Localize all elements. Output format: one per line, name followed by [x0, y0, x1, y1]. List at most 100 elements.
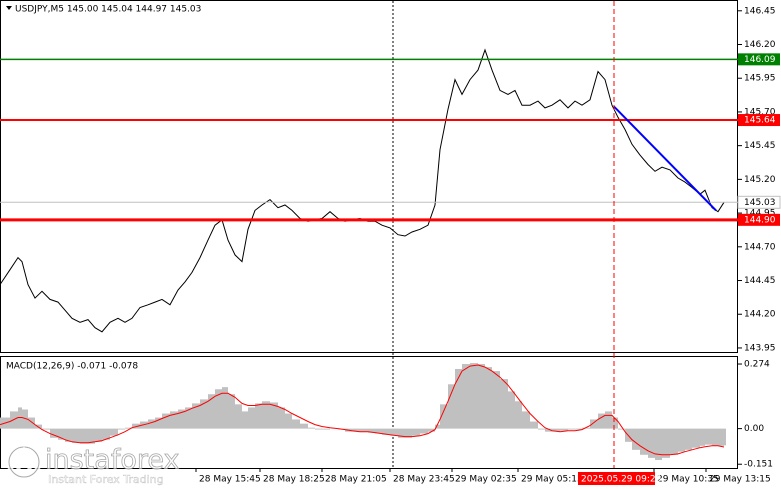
histogram-bar: [470, 363, 478, 429]
level-label-box: [738, 114, 780, 127]
y-tick-label: 144.95: [744, 209, 776, 219]
x-tick-label: 28 May 21:05: [325, 475, 387, 485]
bid-label-box: [737, 195, 781, 209]
y-tick-label: 143.95: [744, 343, 776, 353]
histogram-bar: [248, 407, 255, 429]
histogram-bar: [315, 428, 322, 430]
histogram-bar: [705, 428, 712, 445]
histogram-bar: [552, 428, 560, 432]
histogram-bar: [448, 384, 455, 429]
histogram-bar: [412, 428, 420, 436]
histogram-bar: [390, 428, 398, 436]
y-tick-label: 144.20: [744, 310, 776, 320]
histogram-bar: [678, 428, 685, 452]
y-tick-label: 145.95: [744, 74, 776, 84]
histogram-bar: [575, 428, 582, 430]
watermark-brand: instaforex: [45, 445, 179, 476]
y-tick-label: 145.20: [744, 175, 776, 185]
histogram-bar: [110, 428, 118, 436]
histogram-bar: [28, 417, 35, 429]
histogram-bar: [640, 428, 648, 455]
crosshair-label: 2025.05.29 09:25: [581, 475, 661, 485]
histogram-bar: [208, 394, 215, 429]
histogram-bar: [492, 371, 500, 429]
histogram-bar: [428, 428, 435, 432]
histogram-bar: [618, 428, 625, 430]
histogram-bar: [662, 428, 670, 458]
histogram-bar: [42, 428, 50, 430]
histogram-bar: [242, 411, 248, 429]
histogram-bar: [185, 407, 192, 429]
signal-line: [0, 364, 725, 456]
logo-mark: [16, 445, 32, 471]
histogram-bar: [420, 428, 428, 434]
histogram-bar: [382, 428, 390, 435]
y-tick-label: 145.70: [744, 107, 776, 117]
histogram-bar: [285, 413, 292, 429]
y-tick-label: 145.45: [744, 141, 776, 151]
histogram-bar: [655, 428, 662, 460]
histogram-bar: [80, 428, 88, 444]
y-tick-label: 146.20: [744, 40, 776, 50]
y-tick-label: 0.00: [744, 424, 764, 434]
histogram-bar: [545, 428, 552, 432]
histogram-bar: [215, 389, 222, 429]
histogram-bar: [605, 411, 612, 429]
histogram-bar: [598, 413, 605, 429]
histogram-bar: [405, 428, 412, 438]
histogram-bar: [375, 428, 382, 434]
bid-label: 145.03: [744, 198, 776, 208]
histogram-bar: [118, 428, 125, 430]
histogram-bar: [478, 364, 485, 429]
x-tick-label: 29 May 13:15: [709, 475, 771, 485]
histogram-bar: [718, 428, 724, 446]
histogram-bar: [322, 428, 330, 430]
y-tick-label: 144.45: [744, 276, 776, 286]
histogram-bar: [462, 364, 470, 429]
x-tick-label: 28 May 18:25: [263, 475, 325, 485]
chart-title: USDJPY,M5 145.00 145.04 144.97 145.03: [15, 5, 201, 15]
x-tick-label: 29 May 02:35: [455, 475, 517, 485]
histogram-bar: [292, 419, 300, 429]
histogram-bar: [270, 402, 278, 429]
price-panel: [0, 0, 738, 353]
histogram-bar: [95, 428, 102, 442]
histogram-bar: [228, 394, 235, 429]
menu-triangle: [6, 6, 12, 10]
histogram-bar: [538, 428, 545, 430]
level-label: 144.90: [744, 215, 776, 225]
histogram-bar: [278, 407, 285, 429]
y-tick-label: 146.45: [744, 6, 776, 16]
histogram-bar: [700, 428, 705, 446]
histogram-bar: [560, 428, 568, 431]
macd-title: MACD(12,26,9) -0.071 -0.078: [6, 362, 138, 372]
histogram-bar: [18, 407, 22, 429]
histogram-bar: [692, 428, 700, 448]
histogram-bar: [515, 401, 522, 429]
histogram-bar: [712, 428, 718, 446]
histogram-bar: [255, 403, 262, 429]
level-label-box: [738, 213, 780, 226]
histogram-bar: [568, 428, 575, 430]
histogram-bar: [352, 428, 360, 432]
histogram-bar: [22, 409, 28, 429]
histogram-bar: [435, 424, 440, 429]
x-tick-label: 29 May 05:15: [521, 475, 583, 485]
macd-panel: [0, 356, 738, 469]
histogram-bar: [50, 428, 58, 438]
histogram-bar: [308, 427, 315, 429]
trendline: [613, 105, 717, 212]
histogram-bar: [72, 428, 80, 443]
watermark: instaforex Instant Forex Trading: [6, 444, 180, 486]
y-tick-label: 144.70: [744, 242, 776, 252]
histogram-bar: [235, 404, 242, 429]
x-tick-label: 28 May 23:45: [393, 475, 455, 485]
histogram-bar: [58, 428, 65, 440]
y-tick-label: -0.151: [744, 460, 773, 470]
histogram-bar: [162, 413, 170, 429]
histogram-bar: [178, 409, 185, 429]
histogram-bar: [648, 428, 655, 458]
histogram-bar: [222, 387, 228, 429]
